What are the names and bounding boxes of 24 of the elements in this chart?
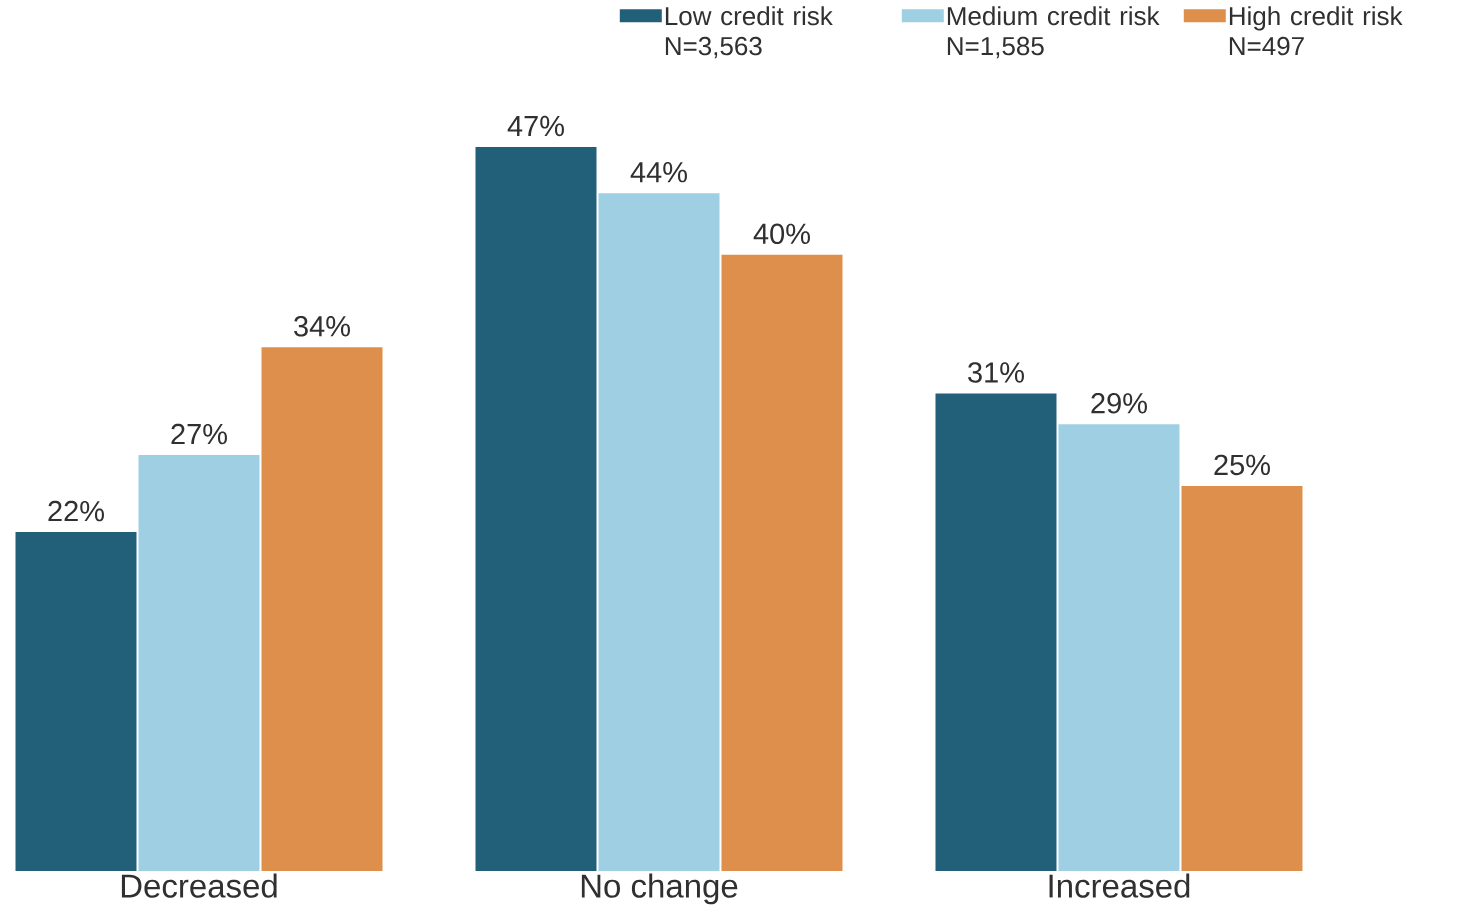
legend-label: High credit risk N=497 — [1229, 6, 1403, 56]
bar — [721, 254, 843, 871]
bar — [261, 347, 383, 871]
data-label: 29% — [1091, 393, 1147, 414]
bar — [475, 146, 597, 871]
x-tick-label: Decreased — [121, 873, 277, 898]
bar — [1181, 485, 1303, 871]
bar — [15, 532, 137, 871]
bar — [598, 193, 720, 871]
bar — [935, 393, 1057, 871]
data-label: 25% — [1214, 454, 1270, 476]
data-label: 31% — [968, 362, 1024, 383]
x-tick-label: No change — [581, 873, 738, 905]
data-label: 34% — [294, 315, 350, 337]
data-label: 27% — [171, 423, 227, 445]
bar — [1058, 424, 1180, 871]
data-label: 22% — [48, 500, 104, 522]
bar — [138, 455, 260, 871]
legend-label: Medium credit risk N=1,585 — [947, 6, 1160, 59]
data-label: 40% — [753, 223, 810, 245]
data-label: 47% — [507, 115, 564, 137]
data-label: 44% — [630, 162, 687, 183]
x-tick-label: Increased — [1049, 873, 1190, 898]
legend-label: Low credit risk N=3,563 — [665, 6, 833, 59]
